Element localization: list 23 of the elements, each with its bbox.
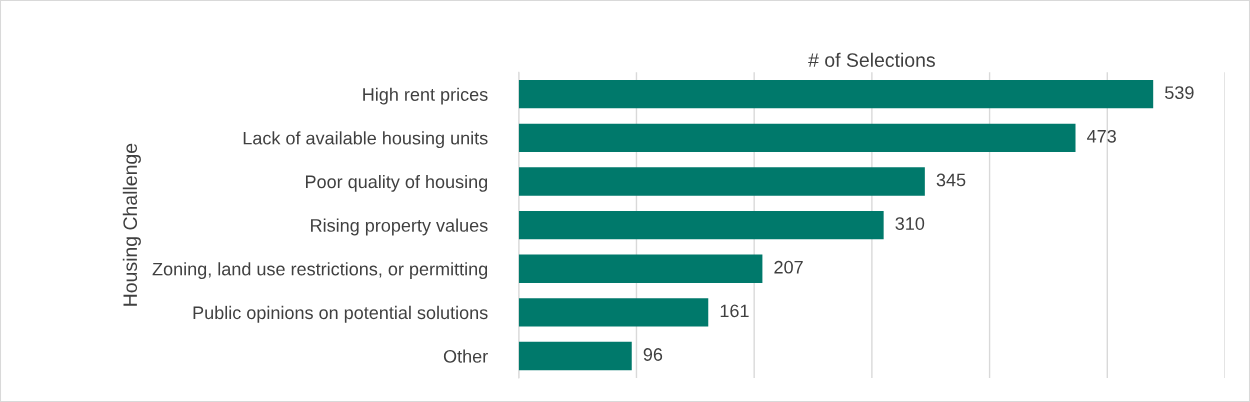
y-tick-label: Other xyxy=(443,349,488,363)
bar xyxy=(518,210,884,240)
y-axis-title: Housing Challenge xyxy=(122,143,141,306)
y-tick-label: Zoning, land use restrictions, or permitting xyxy=(152,262,488,280)
x-axis-title: # of Selections xyxy=(808,52,935,67)
y-tick-label: Lack of available housing units xyxy=(243,131,488,149)
bar xyxy=(518,341,632,371)
data-label: 207 xyxy=(774,260,803,274)
data-label: 345 xyxy=(936,173,966,187)
data-label: 473 xyxy=(1087,129,1116,143)
data-label: 161 xyxy=(720,304,749,318)
bar xyxy=(518,298,709,327)
bar xyxy=(518,80,1154,109)
data-label: 310 xyxy=(895,217,925,230)
bar xyxy=(518,167,925,196)
data-label: 539 xyxy=(1165,86,1194,100)
bar xyxy=(518,123,1076,153)
y-tick-label: Public opinions on potential solutions xyxy=(193,305,488,323)
bar xyxy=(518,254,763,283)
y-tick-label: Poor quality of housing xyxy=(306,174,488,192)
data-label: 96 xyxy=(643,348,663,361)
y-tick-label: Rising property values xyxy=(311,218,488,236)
y-tick-label: High rent prices xyxy=(363,87,488,105)
